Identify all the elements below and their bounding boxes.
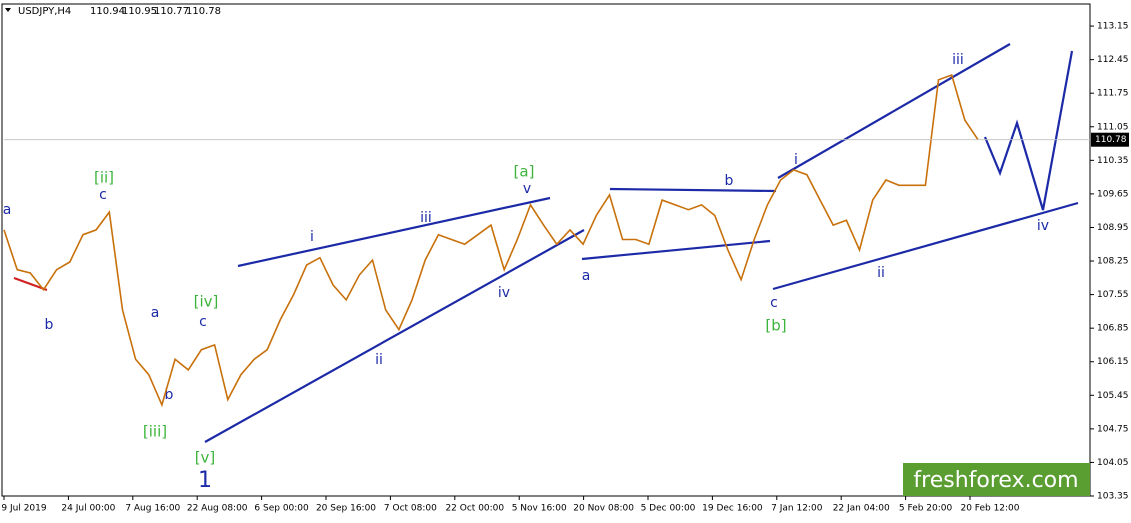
wave-label: b: [45, 317, 54, 333]
wave-label: [b]: [765, 317, 786, 335]
x-tick-label: 22 Oct 00:00: [445, 504, 504, 514]
y-tick-label: 104.05: [1097, 458, 1129, 468]
menu-arrow: [5, 8, 11, 12]
x-tick-label: 22 Jan 04:00: [833, 504, 890, 514]
symbol: USDJPY,H4: [18, 6, 71, 17]
y-tick-label: 113.15: [1097, 22, 1129, 32]
wave-label: ii: [375, 352, 383, 368]
wave-label: b: [165, 387, 174, 403]
y-tick-label: 112.45: [1097, 55, 1129, 65]
wave-label: [ii]: [94, 169, 114, 187]
wave-label: ii: [877, 265, 885, 281]
last-price-tag: [1091, 132, 1129, 147]
x-tick-label: 5 Feb 20:00: [899, 504, 953, 514]
watermark: freshforex.com: [913, 468, 1078, 493]
close: 110.78: [186, 6, 221, 17]
wave-label: i: [794, 152, 798, 168]
y-tick-label: 110.35: [1097, 156, 1129, 166]
y-tick-label: 111.75: [1097, 89, 1129, 99]
wave-label: a: [151, 305, 160, 321]
wave-label: iv: [498, 285, 510, 301]
wave-label: a: [3, 202, 12, 218]
open: 110.94: [90, 6, 125, 17]
watermark-box: [903, 463, 1090, 496]
x-tick-label: 20 Feb 12:00: [960, 504, 1019, 514]
y-tick-label: 109.65: [1097, 189, 1129, 199]
x-tick-label: 9 Jul 2019: [1, 504, 46, 514]
x-tick-label: 19 Dec 16:00: [702, 504, 763, 514]
y-tick-label: 107.55: [1097, 290, 1129, 300]
y-tick-label: 108.25: [1097, 257, 1129, 267]
x-tick-label: 7 Oct 08:00: [384, 504, 437, 514]
high: 110.95: [122, 6, 157, 17]
x-tick-label: 22 Aug 08:00: [187, 504, 248, 514]
wave-label: v: [523, 181, 531, 197]
x-tick-label: 7 Jan 12:00: [771, 504, 823, 514]
y-tick-label: 108.95: [1097, 223, 1129, 233]
wave-label: iv: [1037, 218, 1049, 234]
wave-label: [v]: [195, 449, 216, 467]
wave-label: 1: [198, 468, 212, 493]
low: 110.77: [154, 6, 189, 17]
wave-label: [iv]: [194, 293, 219, 311]
last-price-label: 110.78: [1095, 135, 1127, 145]
y-tick-label: 111.05: [1097, 122, 1129, 132]
wave-label: b: [725, 173, 734, 189]
y-tick-label: 106.15: [1097, 357, 1129, 367]
wave-label: [iii]: [143, 423, 167, 441]
wave-label: c: [199, 314, 207, 330]
wave-label: i: [310, 229, 314, 245]
wave-label: c: [99, 187, 107, 203]
wave-label: [a]: [514, 163, 535, 181]
x-tick-label: 20 Nov 08:00: [573, 504, 634, 514]
x-tick-label: 6 Sep 00:00: [254, 504, 309, 514]
x-tick-label: 20 Sep 16:00: [316, 504, 376, 514]
y-tick-label: 103.35: [1097, 492, 1129, 502]
wave-lines: [13, 43, 1079, 443]
x-tick-label: 24 Jul 00:00: [61, 504, 115, 514]
wave-label: iii: [952, 52, 964, 68]
x-tick-label: 7 Aug 16:00: [125, 504, 180, 514]
x-tick-label: 5 Nov 16:00: [512, 504, 567, 514]
y-tick-label: 105.45: [1097, 391, 1129, 401]
y-tick-label: 106.85: [1097, 324, 1129, 334]
x-tick-label: 5 Dec 00:00: [641, 504, 696, 514]
wave-label: c: [770, 295, 778, 311]
price-line: [3, 73, 979, 408]
wave-label: a: [582, 268, 591, 284]
y-tick-label: 104.75: [1097, 424, 1129, 434]
wave-label: iii: [420, 210, 432, 226]
